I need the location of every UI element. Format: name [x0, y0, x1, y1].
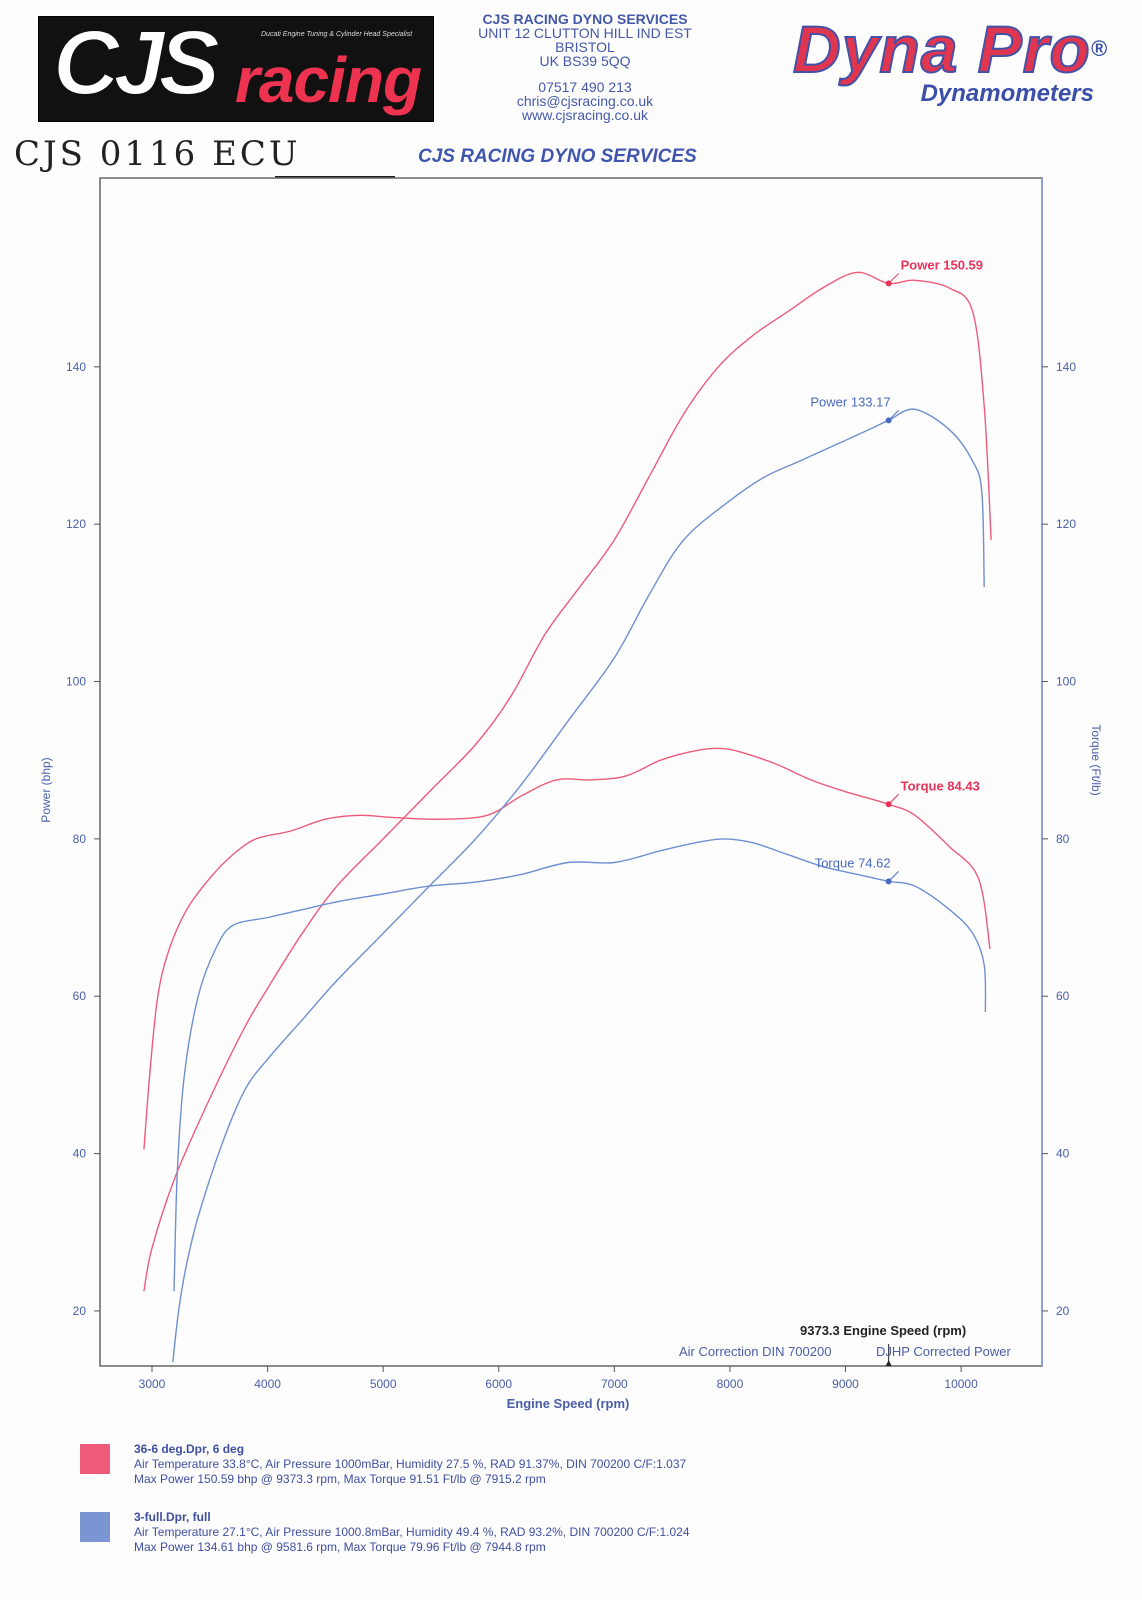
corrected-power-label: DJHP Corrected Power [876, 1344, 1012, 1359]
dyno-chart: 3000 4000 5000 6000 7000 8000 9000 10000 20 20 40 4… [39, 177, 1103, 1411]
plot-frame [99, 177, 1043, 1367]
annotation-leader [888, 409, 899, 421]
cursor-label: 9373.3 Engine Speed (rpm) [800, 1323, 966, 1338]
y-axis-title-right: Torque (Ft/lb) [1089, 724, 1103, 795]
legend-title: 3-full.Dpr, full [134, 1510, 211, 1524]
website: www.cjsracing.co.uk [521, 107, 649, 123]
phone: 07517 490 213 [538, 79, 632, 95]
y-tick-label-right: 120 [1056, 517, 1076, 531]
y-axis-title-left: Power (bhp) [39, 757, 53, 822]
legend-conditions: Air Temperature 33.8°C, Air Pressure 100… [134, 1457, 687, 1471]
y-tick-label-left: 40 [73, 1147, 87, 1161]
dyna-pro-logo: Dyna Pro® Dynamometers [738, 15, 1108, 108]
x-tick-label: 6000 [485, 1377, 512, 1391]
y-tick-label-left: 80 [73, 832, 87, 846]
x-tick-label: 9000 [832, 1377, 859, 1391]
y-tick-label-left: 20 [73, 1304, 87, 1318]
legend-entry-run2: 3-full.Dpr, full Air Temperature 27.1°C,… [80, 1510, 690, 1555]
y-tick-label-right: 60 [1056, 989, 1070, 1003]
y-tick-label-right: 40 [1056, 1147, 1070, 1161]
address-line: UNIT 12 CLUTTON HILL IND EST [478, 25, 692, 41]
annotation-label: Power 133.17 [810, 394, 890, 409]
legend-swatch [80, 1512, 110, 1542]
handwritten-underline [275, 176, 395, 178]
run1-torque-curve [143, 747, 991, 1150]
run2-torque-curve [173, 838, 987, 1292]
email: chris@cjsracing.co.uk [516, 93, 654, 109]
x-tick-label: 3000 [139, 1377, 166, 1391]
legend-max: Max Power 150.59 bhp @ 9373.3 rpm, Max T… [134, 1472, 546, 1486]
logo-main-text: CJS [52, 11, 221, 115]
company-address-block: CJS RACING DYNO SERVICES UNIT 12 CLUTTON… [440, 12, 730, 122]
logo-sub-text: racing [235, 44, 422, 116]
x-tick-label: 8000 [717, 1377, 744, 1391]
x-tick-label: 10000 [944, 1377, 978, 1391]
annotation-label: Torque 74.62 [815, 855, 891, 870]
handwritten-label: CJS 0116 ECU [14, 134, 301, 174]
cursor-marker [885, 1360, 892, 1366]
y-tick-label-left: 120 [66, 517, 86, 531]
brand-sub: Dynamometers [920, 80, 1094, 107]
annotation-leader [888, 871, 899, 882]
address-line: UK BS39 5QQ [539, 53, 631, 69]
x-tick-label: 7000 [601, 1377, 628, 1391]
annotation-leader [888, 273, 899, 284]
legend-conditions: Air Temperature 27.1°C, Air Pressure 100… [134, 1525, 690, 1539]
y-tick-label-left: 140 [66, 360, 86, 374]
logo-tagline: Ducati Engine Tuning & Cylinder Head Spe… [261, 31, 413, 38]
cjs-racing-logo: CJS Ducati Engine Tuning & Cylinder Head… [38, 11, 434, 122]
y-tick-label-right: 140 [1056, 360, 1076, 374]
chart-subtitle: CJS RACING DYNO SERVICES [418, 146, 697, 167]
x-tick-label: 4000 [254, 1377, 281, 1391]
address-line: BRISTOL [555, 39, 615, 55]
registered-mark: ® [1090, 36, 1108, 61]
annotation-label: Power 150.59 [901, 257, 983, 272]
x-axis-title: Engine Speed (rpm) [507, 1396, 630, 1411]
y-tick-label-right: 80 [1056, 832, 1070, 846]
y-tick-label-left: 100 [66, 675, 86, 689]
legend-title: 36-6 deg.Dpr, 6 deg [134, 1442, 245, 1456]
y-tick-label-left: 60 [73, 989, 87, 1003]
company-name: CJS RACING DYNO SERVICES [482, 11, 688, 27]
y-tick-label-right: 20 [1056, 1304, 1070, 1318]
annotation-label: Torque 84.43 [901, 778, 980, 793]
legend-swatch [80, 1444, 110, 1474]
annotation-leader [888, 793, 899, 805]
run2-power-curve [172, 408, 985, 1363]
legend-entry-run1: 36-6 deg.Dpr, 6 deg Air Temperature 33.8… [80, 1442, 686, 1487]
y-tick-label-right: 100 [1056, 675, 1076, 689]
air-correction-label: Air Correction DIN 700200 [679, 1344, 831, 1359]
brand-main: Dyna Pro [792, 12, 1091, 86]
x-tick-label: 5000 [370, 1377, 397, 1391]
legend-max: Max Power 134.61 bhp @ 9581.6 rpm, Max T… [134, 1540, 546, 1554]
run1-power-curve [143, 271, 992, 1292]
